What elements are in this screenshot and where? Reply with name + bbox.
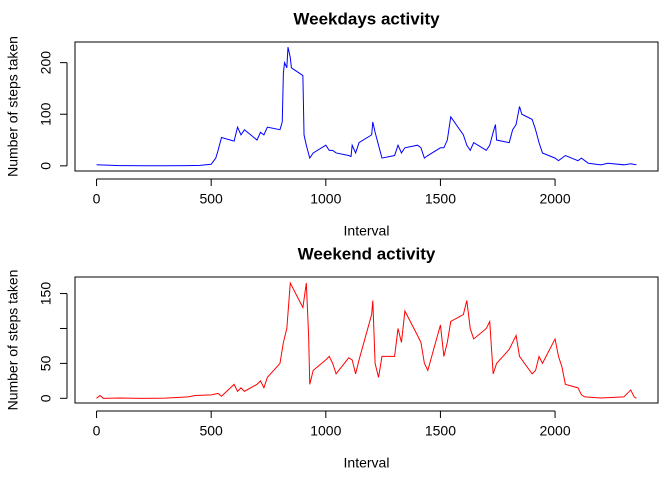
- y-tick-label: 200: [38, 51, 54, 75]
- x-tick-label: 1500: [425, 423, 456, 439]
- x-axis-label: Interval: [344, 455, 390, 471]
- x-tick-label: 1500: [425, 191, 456, 207]
- x-tick-label: 1000: [310, 423, 341, 439]
- y-tick-label: 50: [38, 355, 54, 371]
- y-axis-label: Number of steps taken: [5, 270, 21, 411]
- x-tick-label: 500: [199, 423, 223, 439]
- x-tick-label: 0: [93, 423, 101, 439]
- x-tick-label: 1000: [310, 191, 341, 207]
- data-line: [96, 281, 637, 399]
- y-tick-label: 100: [38, 102, 54, 126]
- plot-box: [74, 41, 659, 172]
- plot-box: [74, 276, 659, 404]
- chart-title: Weekend activity: [298, 244, 436, 263]
- x-tick-label: 0: [93, 191, 101, 207]
- y-axis-label: Number of steps taken: [5, 36, 21, 177]
- x-tick-label: 2000: [539, 423, 570, 439]
- y-tick-label: 0: [38, 162, 54, 170]
- chart-title: Weekdays activity: [293, 9, 440, 28]
- y-tick-label: 0: [38, 394, 54, 402]
- y-tick-label: 150: [38, 282, 54, 306]
- x-tick-label: 2000: [539, 191, 570, 207]
- x-axis-label: Interval: [344, 223, 390, 239]
- x-tick-label: 500: [199, 191, 223, 207]
- data-line: [96, 47, 637, 167]
